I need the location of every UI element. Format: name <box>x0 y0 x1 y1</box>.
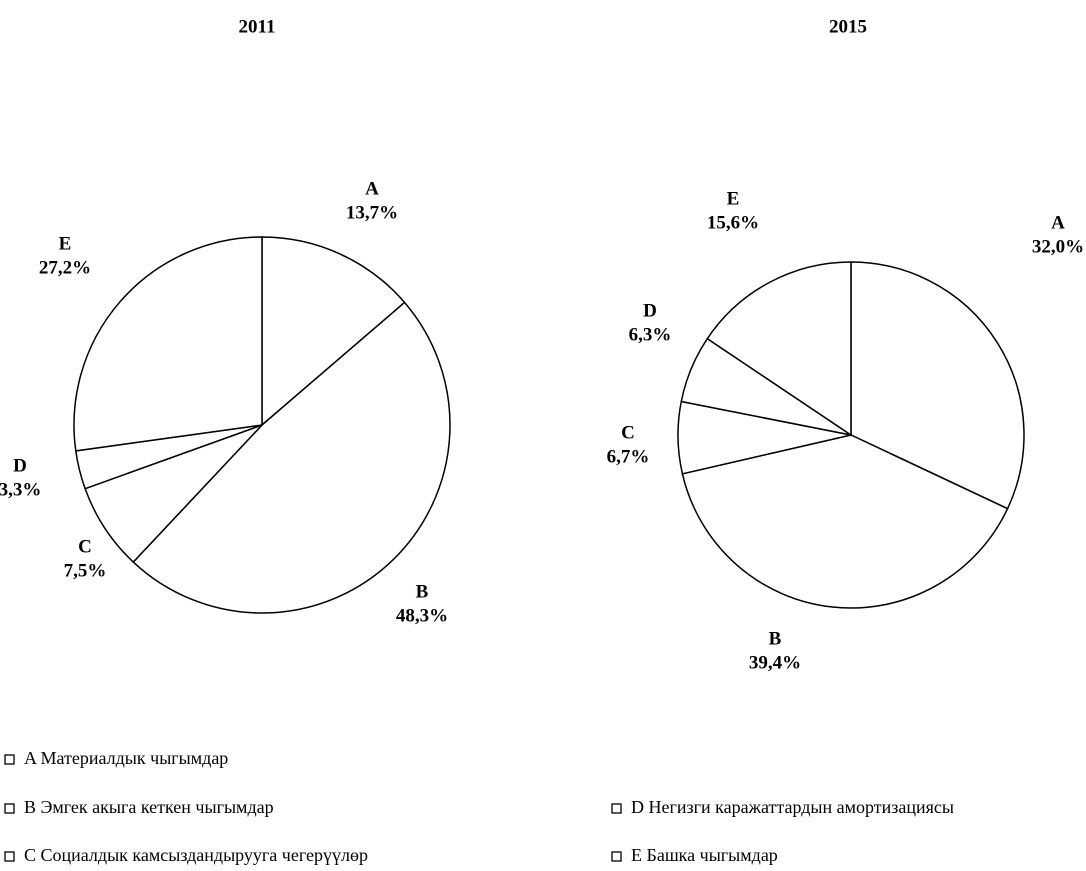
legend-label: A Материалдык чыгымдар <box>24 748 228 768</box>
slice-value: 39,4% <box>749 652 801 673</box>
chart-title: 2015 <box>829 16 867 37</box>
legend-swatch <box>4 754 15 765</box>
slice-name: A <box>365 178 379 199</box>
slice-value: 13,7% <box>346 202 398 223</box>
slice-name: B <box>416 581 429 602</box>
legend-swatch <box>4 851 15 862</box>
slice-name: B <box>769 628 782 649</box>
slice-value: 15,6% <box>707 212 759 233</box>
slice-name: D <box>643 300 657 321</box>
slice-name: C <box>621 422 635 443</box>
pie-slice <box>850 261 1025 510</box>
slice-name: C <box>78 536 92 557</box>
slice-name: E <box>59 233 72 254</box>
slice-value: 3,3% <box>0 479 41 500</box>
slice-name: A <box>1051 212 1065 233</box>
legend-swatch <box>611 851 622 862</box>
legend-label: C Социалдык камсыздандырууга чегерүүлөр <box>24 845 368 865</box>
legend-swatch <box>4 803 15 814</box>
slice-value: 27,2% <box>39 257 91 278</box>
legend-label: E Башка чыгымдар <box>631 845 778 865</box>
legend-label: B Эмгек акыга кеткен чыгымдар <box>24 797 274 817</box>
slice-value: 48,3% <box>396 605 448 626</box>
slice-value: 7,5% <box>64 560 107 581</box>
slice-name: D <box>13 455 27 476</box>
slice-name: E <box>727 188 740 209</box>
chart-title: 2011 <box>239 16 276 37</box>
slice-value: 32,0% <box>1032 236 1084 257</box>
pie-slice <box>706 261 852 437</box>
legend-swatch <box>611 803 622 814</box>
pie-slice <box>261 236 406 427</box>
slice-value: 6,7% <box>607 446 650 467</box>
pie-slice <box>132 301 451 614</box>
legend-label: D Негизги каражаттардын амортизациясы <box>631 797 954 817</box>
pie-slice <box>681 434 1009 609</box>
slice-value: 6,3% <box>629 324 672 345</box>
pie-slice <box>73 236 263 452</box>
